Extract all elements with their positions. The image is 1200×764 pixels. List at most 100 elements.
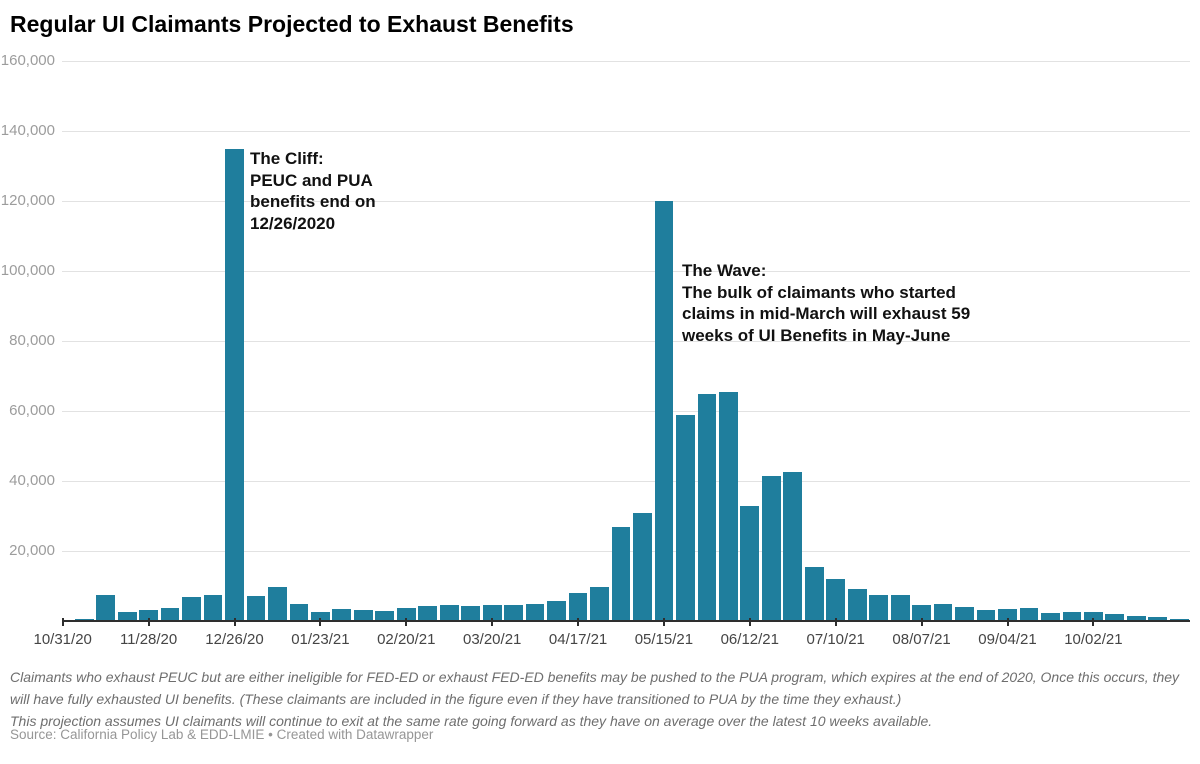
bar[interactable] [955, 607, 974, 621]
x-axis-tick [61, 618, 64, 626]
bar[interactable] [761, 475, 781, 621]
x-axis-tick-label: 07/10/21 [806, 631, 865, 648]
bar[interactable] [418, 606, 438, 621]
y-axis-tick-label: 80,000 [9, 332, 55, 349]
x-axis-tick [1092, 618, 1095, 626]
bar[interactable] [396, 608, 416, 621]
gridline [62, 271, 1190, 272]
bar[interactable] [568, 593, 588, 621]
bar[interactable] [1105, 614, 1125, 621]
y-axis-tick-label: 60,000 [9, 402, 55, 419]
y-axis-tick-label: 20,000 [9, 542, 55, 559]
gridline [62, 411, 1190, 412]
bar[interactable] [740, 505, 760, 621]
bar[interactable] [117, 612, 137, 621]
bar[interactable] [461, 606, 481, 621]
bar[interactable] [976, 609, 996, 621]
y-axis-tick-label: 120,000 [0, 192, 55, 209]
bar[interactable] [804, 566, 824, 621]
bar[interactable] [311, 611, 330, 621]
x-axis-tick [834, 618, 837, 626]
bar[interactable] [246, 595, 266, 621]
bar[interactable] [611, 526, 631, 621]
bar[interactable] [375, 610, 395, 621]
bar[interactable] [869, 594, 889, 621]
y-axis-tick-label: 100,000 [0, 262, 55, 279]
x-axis-tick [577, 618, 580, 626]
bar[interactable] [482, 605, 502, 621]
x-axis-tick-label: 11/28/20 [119, 631, 178, 648]
x-axis-tick-label: 02/20/21 [377, 631, 436, 648]
bar[interactable] [1126, 616, 1146, 621]
bar[interactable] [504, 605, 524, 621]
y-axis-tick-label: 40,000 [9, 472, 55, 489]
bar[interactable] [268, 587, 287, 621]
gridline [62, 61, 1190, 62]
bar[interactable] [1019, 607, 1039, 621]
x-axis-tick [748, 618, 751, 626]
bar[interactable] [697, 393, 717, 621]
x-axis-tick-label: 04/17/21 [548, 631, 608, 648]
bar[interactable] [1083, 612, 1103, 621]
bar[interactable] [998, 609, 1017, 621]
y-axis-tick-label: 160,000 [0, 52, 55, 69]
x-axis-tick-label: 05/15/21 [634, 631, 694, 648]
x-axis-tick-label: 10/02/21 [1064, 631, 1123, 648]
bar[interactable] [225, 148, 244, 621]
bar[interactable] [139, 609, 158, 621]
x-axis-tick [233, 618, 236, 626]
x-axis-tick-label: 12/26/20 [205, 631, 264, 648]
bar[interactable] [718, 391, 738, 621]
x-axis-tick-label: 06/12/21 [720, 631, 779, 648]
bar[interactable] [933, 603, 953, 621]
bar[interactable] [912, 604, 931, 621]
bar[interactable] [1169, 618, 1189, 621]
x-axis-tick [405, 618, 408, 626]
x-axis-tick [662, 618, 665, 626]
footnotes: Claimants who exhaust PEUC but are eithe… [10, 666, 1188, 732]
annotation-wave: The Wave: The bulk of claimants who star… [682, 261, 971, 345]
footnote-line: Claimants who exhaust PEUC but are eithe… [10, 669, 1180, 707]
bar[interactable] [332, 609, 352, 621]
bar[interactable] [890, 594, 910, 621]
bar[interactable] [654, 201, 674, 621]
bar[interactable] [847, 588, 867, 621]
bar[interactable] [353, 610, 373, 621]
source-line: Source: California Policy Lab & EDD-LMIE… [10, 727, 434, 742]
bar[interactable] [633, 512, 652, 621]
bar[interactable] [1041, 612, 1060, 621]
chart-title: Regular UI Claimants Projected to Exhaus… [10, 11, 574, 37]
footnote-line: This projection assumes UI claimants wil… [10, 713, 933, 729]
gridline [62, 481, 1190, 482]
bar[interactable] [203, 594, 223, 621]
x-axis-tick [319, 618, 322, 626]
bar[interactable] [1062, 612, 1082, 621]
bar[interactable] [826, 579, 846, 621]
x-axis-tick [920, 618, 923, 626]
bar[interactable] [676, 414, 695, 621]
gridline [62, 201, 1190, 202]
x-axis-tick-label: 08/07/21 [892, 631, 951, 648]
x-axis-tick-label: 01/23/21 [291, 631, 350, 648]
bar[interactable] [182, 596, 201, 621]
x-axis-tick-label: 10/31/20 [33, 631, 92, 648]
bar[interactable] [590, 587, 609, 621]
bar[interactable] [96, 595, 116, 621]
gridline [62, 131, 1190, 132]
bar[interactable] [439, 604, 459, 621]
bar[interactable] [289, 603, 309, 621]
gridline [62, 341, 1190, 342]
x-axis-line [62, 620, 1190, 622]
bar[interactable] [160, 608, 180, 621]
bar[interactable] [525, 603, 545, 621]
annotation-cliff: The Cliff: PEUC and PUA benefits end on … [250, 149, 376, 233]
y-axis-tick-label: 140,000 [0, 122, 55, 139]
x-axis-tick [147, 618, 150, 626]
bar[interactable] [783, 472, 803, 621]
bar[interactable] [547, 600, 566, 621]
x-axis-tick [491, 618, 494, 626]
x-axis-tick-label: 09/04/21 [978, 631, 1037, 648]
bar[interactable] [1148, 616, 1168, 621]
plot-area [52, 61, 1190, 621]
